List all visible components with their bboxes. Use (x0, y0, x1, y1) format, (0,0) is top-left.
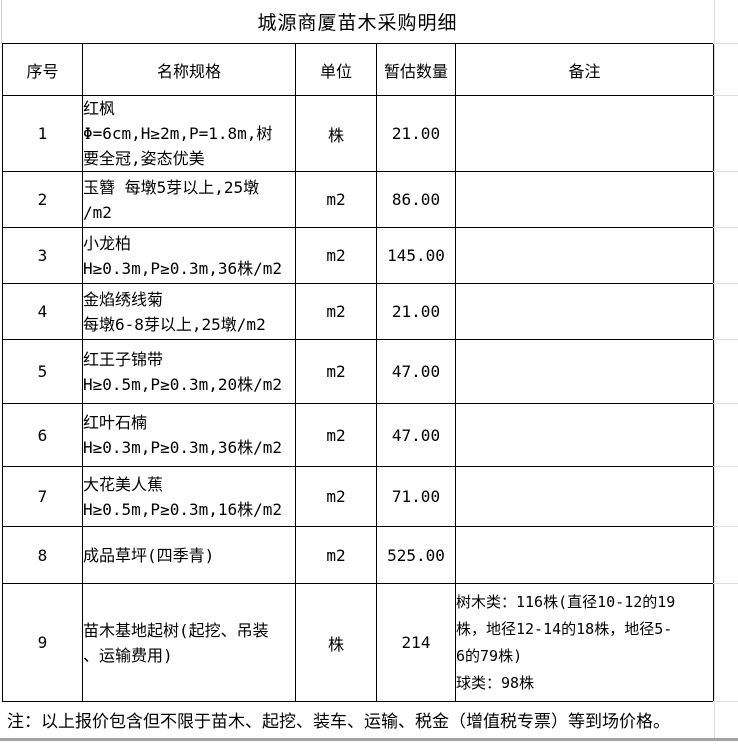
gridline-h (713, 466, 738, 467)
cell-unit[interactable]: m2 (295, 227, 377, 284)
cell-no[interactable]: 2 (2, 171, 83, 228)
table-row: 5 红王子锦带 H≥0.5m,P≥0.3m,20株/m2 m2 47.00 (2, 339, 714, 404)
table-row: 3 小龙柏 H≥0.3m,P≥0.3m,36株/m2 m2 145.00 (2, 227, 714, 284)
name-spec-text: 小龙柏 H≥0.3m,P≥0.3m,36株/m2 (83, 233, 283, 278)
cell-no[interactable]: 1 (2, 95, 83, 172)
cell-unit[interactable]: m2 (295, 339, 377, 404)
name-spec-text: 成品草坪(四季青) (83, 545, 215, 565)
bottom-edge-bar (0, 738, 738, 741)
gridline-h (713, 227, 738, 228)
cell-unit[interactable]: 株 (295, 95, 377, 172)
name-spec-text: 玉簪 每墩5芽以上,25墩 /m2 (83, 177, 260, 222)
name-spec-text: 苗木基地起树(起挖、吊装 、运输费用) (83, 620, 269, 665)
cell-name-spec[interactable]: 红枫 Φ=6cm,H≥2m,P=1.8m,树 要全冠,姿态优美 (82, 95, 296, 172)
cell-unit[interactable]: m2 (295, 283, 377, 340)
gridline-h (713, 283, 738, 284)
page-title: 城源商厦苗木采购明细 (257, 12, 458, 34)
header-name-spec[interactable]: 名称规格 (82, 43, 296, 96)
cell-unit[interactable]: m2 (295, 171, 377, 228)
cell-qty[interactable]: 21.00 (376, 283, 456, 340)
gridline-left-vertical (1, 0, 2, 43)
cell-unit[interactable]: m2 (295, 466, 377, 527)
header-no[interactable]: 序号 (2, 43, 83, 96)
cell-qty[interactable]: 525.00 (376, 526, 456, 584)
cell-remark[interactable] (455, 403, 714, 467)
table-row: 6 红叶石楠 H≥0.3m,P≥0.3m,36株/m2 m2 47.00 (2, 403, 714, 467)
table-row: 1 红枫 Φ=6cm,H≥2m,P=1.8m,树 要全冠,姿态优美 株 21.0… (2, 95, 714, 172)
procurement-table: 序号 名称规格 单位 暂估数量 备注 1 红枫 Φ=6cm,H≥2m,P=1.8… (2, 43, 714, 702)
gridline-h (713, 526, 738, 527)
cell-name-spec[interactable]: 玉簪 每墩5芽以上,25墩 /m2 (82, 171, 296, 228)
table-row: 2 玉簪 每墩5芽以上,25墩 /m2 m2 86.00 (2, 171, 714, 228)
cell-remark[interactable] (455, 171, 714, 228)
cell-name-spec[interactable]: 小龙柏 H≥0.3m,P≥0.3m,36株/m2 (82, 227, 296, 284)
cell-no[interactable]: 7 (2, 466, 83, 527)
name-spec-text: 红叶石楠 H≥0.3m,P≥0.3m,36株/m2 (83, 413, 283, 457)
remark-text: 树木类：116株(直径10-12的19 株，地径12-14的18株，地径5- 6… (456, 592, 676, 692)
cell-qty[interactable]: 214 (376, 583, 456, 702)
cell-name-spec[interactable]: 大花美人蕉 H≥0.5m,P≥0.3m,16株/m2 (82, 466, 296, 527)
cell-no[interactable]: 8 (2, 526, 83, 584)
footnote: 注：以上报价包含但不限于苗木、起挖、装车、运输、税金（增值税专票）等到场价格。 (7, 712, 670, 732)
cell-name-spec[interactable]: 苗木基地起树(起挖、吊装 、运输费用) (82, 583, 296, 702)
cell-name-spec[interactable]: 红叶石楠 H≥0.3m,P≥0.3m,36株/m2 (82, 403, 296, 467)
cell-remark[interactable]: 树木类：116株(直径10-12的19 株，地径12-14的18株，地径5- 6… (455, 583, 714, 702)
header-unit[interactable]: 单位 (295, 43, 377, 96)
cell-unit[interactable]: 株 (295, 583, 377, 702)
header-estimated-qty[interactable]: 暂估数量 (376, 43, 456, 96)
cell-qty[interactable]: 86.00 (376, 171, 456, 228)
name-spec-text: 红王子锦带 H≥0.5m,P≥0.3m,20株/m2 (83, 349, 283, 394)
cell-unit[interactable]: m2 (295, 526, 377, 584)
name-spec-text: 金焰绣线菊 每墩6-8芽以上,25墩/m2 (83, 289, 266, 334)
cell-remark[interactable] (455, 95, 714, 172)
header-remark[interactable]: 备注 (455, 43, 714, 96)
table-row: 9 苗木基地起树(起挖、吊装 、运输费用) 株 214 树木类：116株(直径1… (2, 583, 714, 702)
cell-no[interactable]: 9 (2, 583, 83, 702)
cell-unit[interactable]: m2 (295, 403, 377, 467)
table-row: 8 成品草坪(四季青) m2 525.00 (2, 526, 714, 584)
cell-remark[interactable] (455, 466, 714, 527)
cell-qty[interactable]: 47.00 (376, 339, 456, 404)
cell-no[interactable]: 4 (2, 283, 83, 340)
table-row: 7 大花美人蕉 H≥0.5m,P≥0.3m,16株/m2 m2 71.00 (2, 466, 714, 527)
cell-remark[interactable] (455, 526, 714, 584)
gridline-h (713, 339, 738, 340)
name-spec-text: 红枫 Φ=6cm,H≥2m,P=1.8m,树 要全冠,姿态优美 (83, 99, 273, 168)
cell-name-spec[interactable]: 金焰绣线菊 每墩6-8芽以上,25墩/m2 (82, 283, 296, 340)
cell-no[interactable]: 3 (2, 227, 83, 284)
cell-remark[interactable] (455, 283, 714, 340)
cell-name-spec[interactable]: 成品草坪(四季青) (82, 526, 296, 584)
gridline-h (713, 43, 738, 44)
gridline-right-vertical (714, 0, 715, 738)
header-row: 序号 名称规格 单位 暂估数量 备注 (2, 43, 714, 96)
gridline-h (713, 403, 738, 404)
cell-no[interactable]: 5 (2, 339, 83, 404)
cell-no[interactable]: 6 (2, 403, 83, 467)
cell-qty[interactable]: 21.00 (376, 95, 456, 172)
cell-name-spec[interactable]: 红王子锦带 H≥0.5m,P≥0.3m,20株/m2 (82, 339, 296, 404)
gridline-h (713, 701, 738, 702)
gridline-h (713, 95, 738, 96)
cell-remark[interactable] (455, 227, 714, 284)
cell-qty[interactable]: 145.00 (376, 227, 456, 284)
cell-qty[interactable]: 47.00 (376, 403, 456, 467)
name-spec-text: 大花美人蕉 H≥0.5m,P≥0.3m,16株/m2 (83, 474, 283, 519)
gridline-h (713, 583, 738, 584)
cell-remark[interactable] (455, 339, 714, 404)
cell-qty[interactable]: 71.00 (376, 466, 456, 527)
table-row: 4 金焰绣线菊 每墩6-8芽以上,25墩/m2 m2 21.00 (2, 283, 714, 340)
gridline-h (713, 171, 738, 172)
